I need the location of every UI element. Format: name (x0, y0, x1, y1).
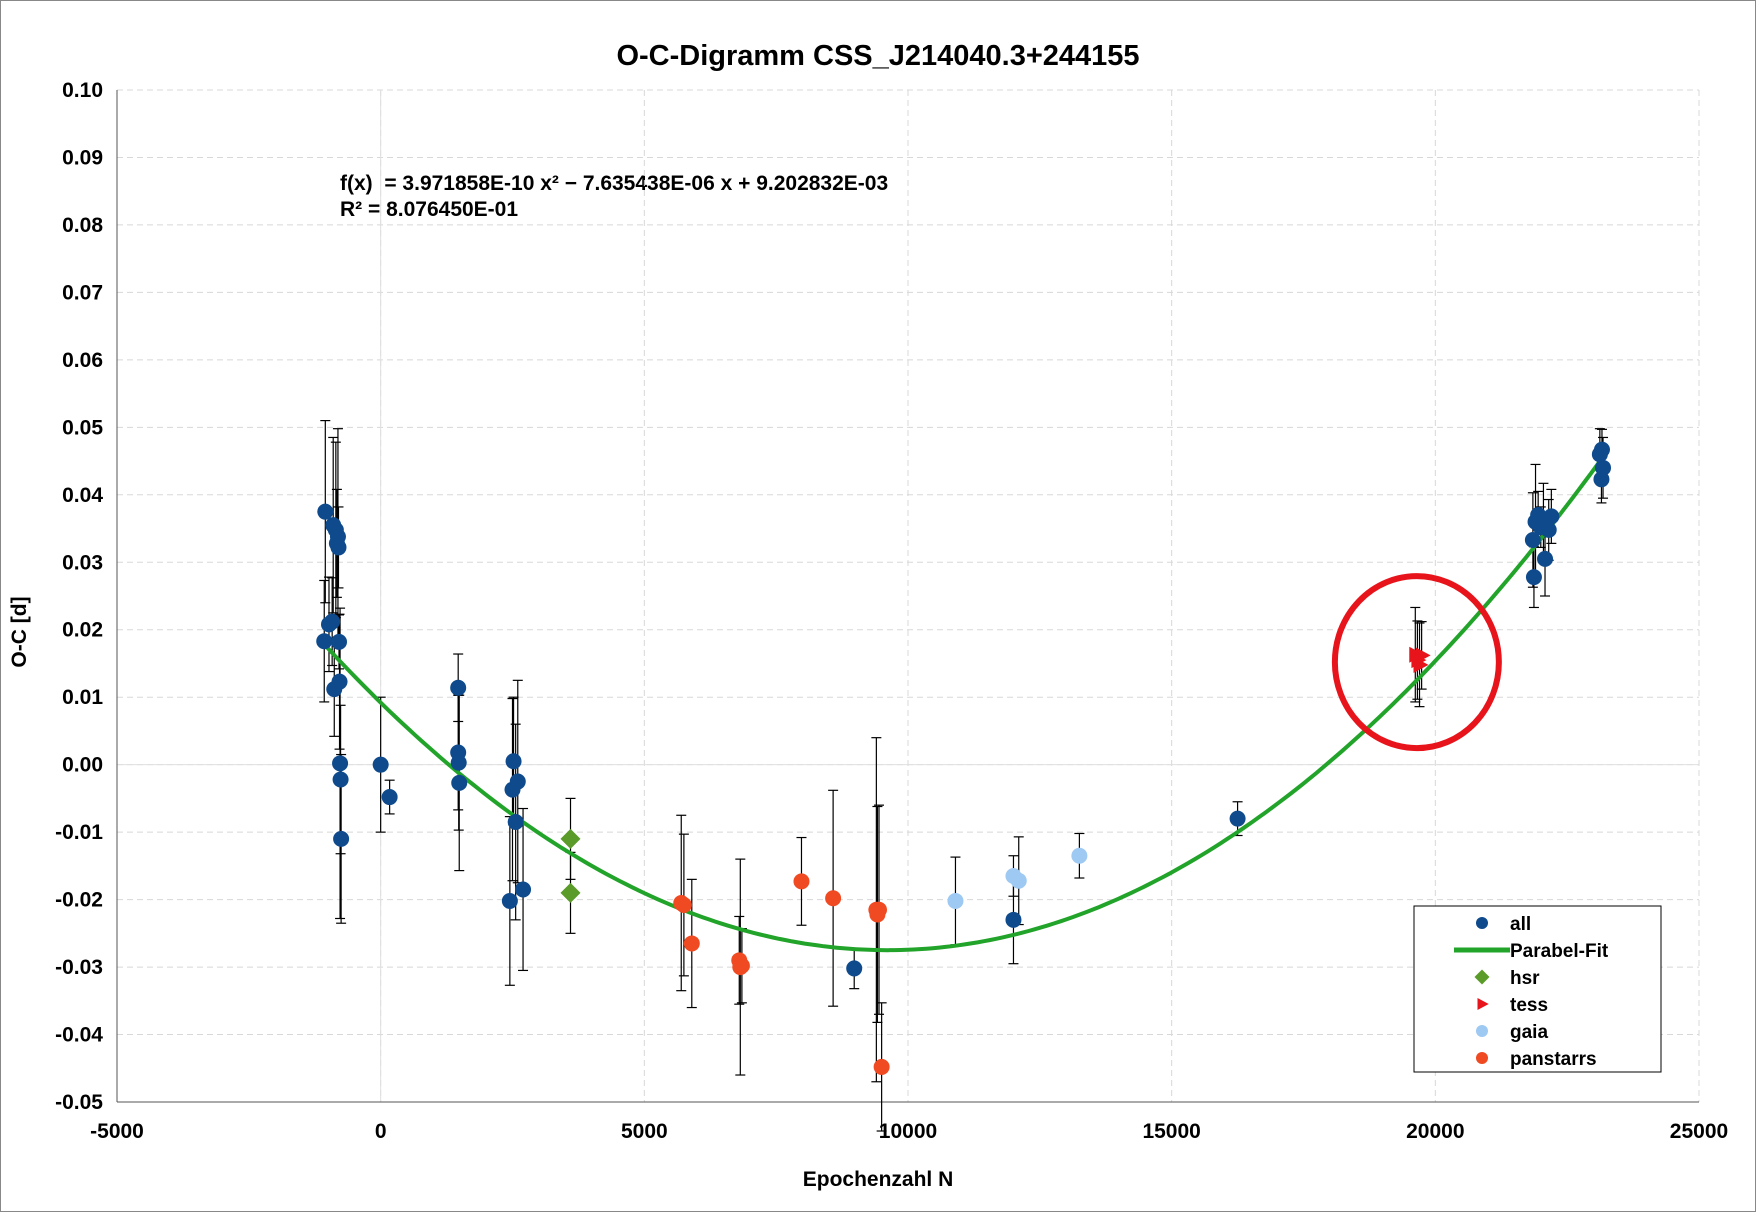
x-tick-label: 10000 (879, 1120, 937, 1143)
data-point-all (316, 633, 333, 650)
y-tick-label: 0.05 (62, 416, 103, 439)
legend-label: hsr (1510, 968, 1540, 989)
data-point-all (1593, 441, 1610, 458)
series-tess (1409, 646, 1431, 673)
x-tick-label: 15000 (1142, 1120, 1200, 1143)
data-point-gaia (1071, 847, 1088, 864)
data-point-all (450, 679, 467, 696)
data-point-all (515, 881, 532, 898)
series-panstarrs (673, 873, 890, 1075)
data-point-all (1543, 508, 1560, 525)
data-point-tess (1415, 647, 1431, 664)
data-point-panstarrs (793, 873, 810, 890)
data-point-all (501, 892, 518, 909)
x-tick-label: -5000 (90, 1120, 144, 1143)
legend-box (1413, 905, 1662, 1073)
legend-swatch (1476, 917, 1488, 929)
y-tick-label: -0.01 (55, 821, 103, 844)
data-point-all (1537, 550, 1554, 567)
y-tick-label: -0.04 (55, 1024, 103, 1047)
x-tick-label: 25000 (1670, 1120, 1728, 1143)
data-point-hsr (560, 882, 581, 903)
series-gaia (947, 847, 1088, 909)
data-point-gaia (947, 892, 964, 909)
data-point-gaia (1010, 872, 1027, 889)
highlight-circle (1331, 573, 1502, 752)
data-point-all (330, 539, 347, 556)
data-point-all (331, 673, 348, 690)
legend-swatch (1474, 969, 1490, 985)
y-tick-label: -0.03 (55, 956, 103, 979)
fit-equation: f(x) = 3.971858E-10 x² − 7.635438E-06 x … (340, 172, 889, 195)
legend-swatch (1477, 998, 1489, 1010)
y-tick-label: -0.05 (55, 1091, 103, 1114)
data-point-all (332, 771, 349, 788)
data-point-all (509, 773, 526, 790)
data-point-all (331, 633, 348, 650)
y-tick-label: 0.09 (62, 146, 103, 169)
r-squared: R² = 8.076450E-01 (340, 198, 519, 221)
data-point-panstarrs (733, 957, 750, 974)
data-point-all (317, 503, 334, 520)
data-point-all (324, 613, 341, 630)
legend-label: Parabel-Fit (1510, 941, 1609, 962)
y-tick-label: 0.03 (62, 551, 103, 574)
x-tick-label: 5000 (621, 1120, 668, 1143)
y-tick-label: 0.01 (62, 686, 103, 709)
data-point-all (1525, 569, 1542, 586)
legend-label: panstarrs (1510, 1049, 1597, 1070)
data-point-all (333, 830, 350, 847)
legend-swatch (1476, 1052, 1488, 1064)
data-point-all (1524, 532, 1541, 549)
data-point-all (372, 756, 389, 773)
data-point-all (451, 774, 468, 791)
x-tick-label: 0 (375, 1120, 387, 1143)
data-point-panstarrs (870, 901, 887, 918)
data-point-all (1005, 911, 1022, 928)
data-point-all (332, 755, 349, 772)
y-tick-label: 0.00 (62, 754, 103, 777)
data-point-hsr (560, 828, 581, 849)
data-point-all (846, 960, 863, 977)
data-point-all (1540, 521, 1557, 538)
y-tick-label: 0.10 (62, 79, 103, 102)
x-tick-label: 20000 (1406, 1120, 1464, 1143)
y-tick-label: -0.02 (55, 889, 103, 912)
data-point-all (450, 754, 467, 771)
data-point-all (507, 814, 524, 831)
legend-swatch (1476, 1025, 1488, 1037)
data-point-panstarrs (683, 935, 700, 952)
data-point-panstarrs (825, 890, 842, 907)
data-point-panstarrs (873, 1058, 890, 1075)
y-tick-label: 0.04 (62, 484, 103, 507)
legend: all Parabel-Fit hsr tess gaia panstarrs (1413, 905, 1662, 1073)
legend-label: gaia (1510, 1022, 1548, 1043)
data-point-all (1595, 459, 1612, 476)
y-tick-label: 0.02 (62, 619, 103, 642)
series-hsr (560, 828, 581, 903)
y-tick-label: 0.08 (62, 214, 103, 237)
parabel-fit-line (323, 454, 1606, 953)
series-all (316, 441, 1612, 977)
x-axis-label: Epochenzahl N (802, 1168, 954, 1191)
data-point-all (1229, 810, 1246, 827)
y-tick-label: 0.07 (62, 281, 103, 304)
data-point-panstarrs (675, 896, 692, 913)
legend-label: all (1510, 914, 1531, 935)
chart-title: O-C-Digramm CSS_J214040.3+244155 (616, 40, 1140, 72)
y-tick-label: 0.06 (62, 349, 103, 372)
data-point-all (381, 789, 398, 806)
data-point-all (505, 753, 522, 770)
legend-label: tess (1510, 995, 1548, 1016)
